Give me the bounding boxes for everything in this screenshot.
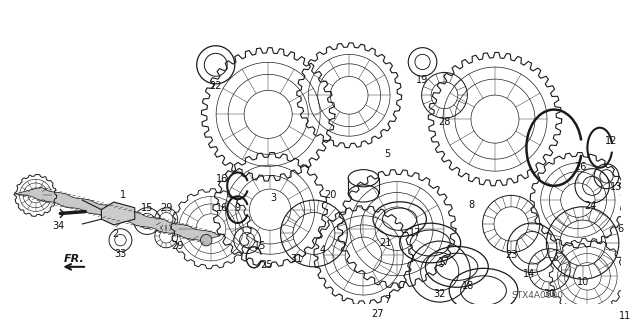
Text: 26: 26 [575, 162, 587, 172]
Text: 3: 3 [270, 193, 276, 203]
Polygon shape [101, 202, 135, 225]
Text: 30: 30 [543, 288, 556, 299]
Text: 21: 21 [379, 238, 392, 248]
Text: 6: 6 [618, 224, 624, 234]
Text: 15: 15 [141, 203, 154, 213]
Text: 29: 29 [172, 241, 184, 251]
Text: 25: 25 [260, 260, 273, 270]
Text: 16: 16 [216, 174, 228, 184]
Text: 24: 24 [584, 201, 596, 211]
Text: 28: 28 [438, 117, 451, 127]
Text: 15: 15 [254, 241, 267, 251]
Text: 14: 14 [523, 270, 536, 279]
Text: 2: 2 [113, 229, 119, 239]
Text: 29: 29 [160, 203, 172, 213]
Text: 1: 1 [120, 190, 126, 200]
Text: 10: 10 [577, 277, 589, 287]
Text: 31: 31 [291, 254, 303, 264]
Text: 19: 19 [417, 75, 429, 85]
Text: 20: 20 [324, 190, 336, 200]
Text: 16: 16 [216, 203, 228, 213]
Text: 27: 27 [371, 309, 384, 319]
Text: 18: 18 [462, 281, 474, 291]
Text: 17: 17 [438, 257, 451, 267]
Text: 13: 13 [610, 182, 622, 192]
Text: 17: 17 [409, 228, 421, 239]
Text: 34: 34 [52, 221, 65, 231]
Text: 7: 7 [384, 295, 390, 305]
Text: 12: 12 [605, 136, 618, 146]
Text: 8: 8 [468, 200, 474, 210]
Text: STX4A0600: STX4A0600 [511, 291, 563, 300]
Text: FR.: FR. [63, 254, 84, 264]
Text: 5: 5 [384, 149, 390, 160]
Circle shape [200, 234, 212, 246]
Text: 4: 4 [319, 245, 326, 255]
Text: 32: 32 [433, 288, 446, 299]
Text: 33: 33 [115, 249, 127, 259]
Text: 9: 9 [235, 203, 241, 213]
Text: 23: 23 [505, 250, 517, 260]
Polygon shape [15, 187, 220, 241]
Text: 11: 11 [620, 311, 632, 319]
Text: 22: 22 [209, 81, 222, 91]
